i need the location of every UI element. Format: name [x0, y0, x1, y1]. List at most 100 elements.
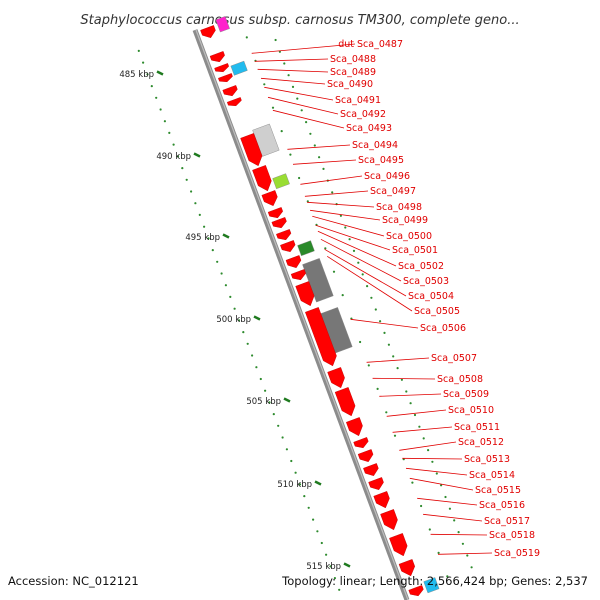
gene-arrow: [368, 477, 384, 491]
label-leader: [267, 96, 339, 115]
gene-arrow: [295, 281, 315, 307]
gene-arrow: [373, 491, 390, 509]
gene-label: Sca_0506: [420, 323, 466, 334]
kbp-label: 490 kbp: [156, 152, 191, 162]
gene-arrow: [240, 133, 263, 167]
label-leader: [304, 190, 369, 197]
gene-label: Sca_0501: [392, 245, 438, 256]
gene-label: Sca_0502: [398, 261, 444, 272]
gene-arrow: [226, 97, 242, 107]
gene-label: Sca_0491: [335, 95, 381, 106]
gene-label: Sca_0518: [489, 530, 535, 541]
gene-arrow: [305, 307, 337, 367]
accession-text: Accession: NC_012121: [8, 574, 139, 588]
gene-arrow: [209, 51, 225, 63]
gene-label: Sca_0496: [364, 171, 410, 182]
gene-arrow: [280, 240, 296, 253]
label-leader: [310, 209, 381, 221]
gene-label: Sca_0500: [386, 231, 432, 242]
gene-label: Sca_0519: [494, 548, 540, 559]
label-leader: [392, 426, 453, 433]
gene-arrow: [334, 387, 356, 417]
label-leader: [317, 230, 397, 267]
gene-label: Sca_0514: [469, 470, 515, 481]
gene-label: Sca_0516: [479, 500, 525, 511]
label-leader: [417, 497, 478, 506]
genome-backbone: [192, 29, 410, 600]
gene-label: Sca_0492: [340, 109, 386, 120]
gene-label: Sca_0517: [484, 516, 530, 527]
kbp-tick: [156, 70, 164, 76]
label-leader: [372, 377, 436, 380]
gene-arrow: [380, 509, 398, 531]
label-leader: [423, 513, 483, 522]
kbp-tick: [343, 562, 351, 568]
dotted-guides: [137, 36, 473, 591]
gene-arrow: [276, 229, 292, 241]
label-leader: [251, 43, 356, 54]
gene-label: Sca_0511: [454, 422, 500, 433]
gene-arrow: [271, 217, 287, 229]
kbp-tick: [283, 397, 291, 403]
gene-label: Sca_0499: [382, 215, 428, 226]
label-leader: [366, 357, 430, 363]
label-leader: [272, 109, 345, 129]
feature-track: [215, 16, 440, 594]
gene-label: Sca_0507: [431, 353, 477, 364]
gene-arrow: [200, 25, 216, 39]
map-title: Staphylococcus carnosus subsp. carnosus …: [80, 13, 519, 28]
gene-label: Sca_0505: [414, 306, 460, 317]
label-leader: [402, 457, 463, 460]
gene-label: Sca_0503: [403, 276, 449, 287]
label-leader: [254, 58, 329, 62]
gene-label: Sca_0494: [352, 140, 398, 151]
label-leader: [409, 477, 474, 491]
label-leader: [399, 441, 457, 451]
gene-arrow: [327, 367, 345, 389]
kbp-tick: [253, 315, 261, 321]
gene-label: Sca_0510: [448, 405, 494, 416]
kbp-label: 485 kbp: [119, 70, 154, 80]
label-leader: [320, 238, 402, 282]
gene-arrow: [346, 417, 363, 437]
label-leader: [312, 215, 385, 237]
label-leaders: [251, 43, 493, 555]
feature-box: [423, 577, 440, 594]
label-leader: [326, 255, 413, 312]
gene-label: Sca_0515: [475, 485, 521, 496]
feature-box: [297, 240, 315, 257]
gene-label: Sca_0488: [330, 54, 376, 65]
label-leader: [307, 201, 375, 208]
gene-label: Sca_0489: [330, 67, 376, 78]
kbp-label: 510 kbp: [277, 480, 312, 490]
gene-label: Sca_0497: [370, 186, 416, 197]
gene-label: Sca_0508: [437, 374, 483, 385]
gene-arrow: [267, 207, 283, 219]
gene-arrow: [285, 255, 302, 269]
gene-arrow: [408, 585, 424, 597]
gene-label: Sca_0490: [327, 79, 373, 90]
gene-arrow: [353, 437, 369, 449]
label-leader: [315, 224, 391, 251]
gene-label: Sca_0504: [408, 291, 454, 302]
gene-label: Sca_0493: [346, 123, 392, 134]
gene-label: Sca_0509: [443, 389, 489, 400]
gene-label: Sca_0513: [464, 454, 510, 465]
kbp-tick: [193, 152, 201, 158]
label-leader: [264, 86, 334, 101]
kbp-label: 500 kbp: [216, 315, 251, 325]
gene-arrow: [363, 463, 379, 477]
label-leader: [300, 175, 363, 185]
label-leader: [257, 68, 329, 73]
feature-box: [215, 16, 230, 33]
label-leader: [287, 144, 351, 150]
kbp-tick: [222, 233, 230, 239]
genome-summary: Topology: linear; Length: 2,566,424 bp; …: [281, 574, 588, 588]
gene-label: dut: [338, 39, 354, 50]
gene-label: Sca_0498: [376, 202, 422, 213]
label-leader: [386, 409, 447, 417]
label-leader: [324, 248, 407, 297]
label-leader: [379, 393, 442, 397]
gene-arrow: [222, 85, 238, 97]
